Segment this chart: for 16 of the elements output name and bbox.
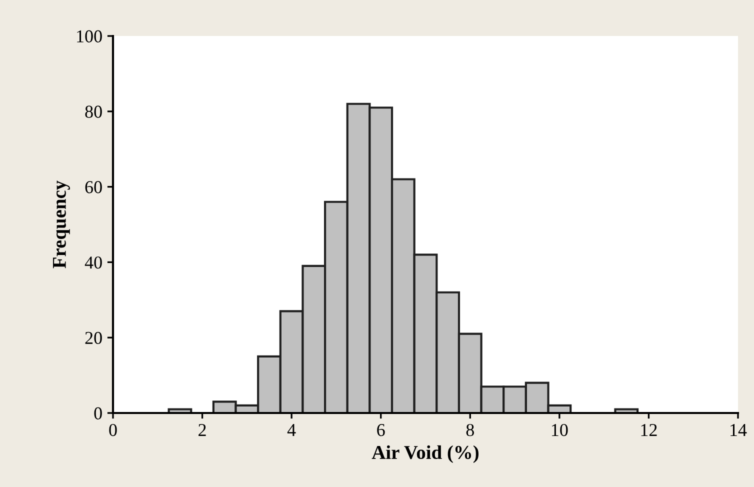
y-tick-label: 0	[94, 407, 102, 420]
y-tick-label: 60	[85, 181, 102, 194]
y-axis-title: Frequency	[53, 180, 70, 268]
x-tick-label: 8	[466, 424, 474, 436]
y-tick-label: 40	[84, 256, 102, 269]
y-tick-label: 20	[85, 332, 102, 344]
x-tick-label: 14	[730, 424, 747, 436]
x-tick-label: 12	[641, 424, 657, 436]
y-tick-label: 100	[77, 30, 102, 42]
x-tick-label: 2	[198, 424, 206, 436]
x-tick-label: 10	[552, 424, 568, 436]
x-tick-label: 0	[109, 424, 117, 436]
x-axis-title: Air Void (%)	[372, 445, 479, 463]
y-tick-label: 80	[85, 106, 102, 118]
x-tick-label: 6	[377, 424, 385, 436]
x-tick-label: 4	[287, 424, 296, 436]
